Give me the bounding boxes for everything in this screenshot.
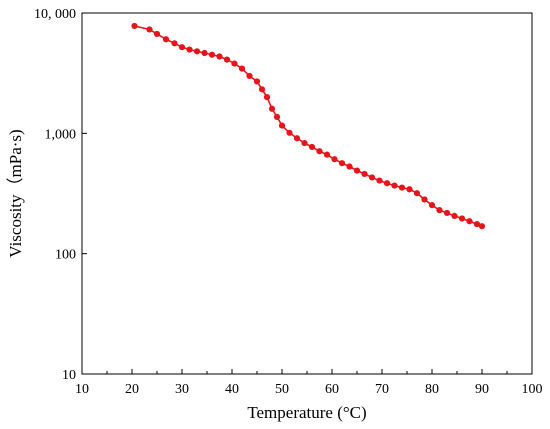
data-point [458, 215, 466, 222]
plot-frame [81, 12, 533, 375]
data-point [368, 174, 376, 181]
x-tick-label: 20 [125, 382, 139, 397]
data-point [223, 56, 231, 63]
data-point [186, 46, 193, 53]
data-point [308, 143, 316, 151]
data-point [323, 151, 331, 158]
data-point [231, 60, 238, 67]
data-point [278, 122, 286, 129]
data-point [428, 202, 436, 209]
y-tick-label: 10 [62, 368, 76, 383]
x-tick-label: 90 [475, 382, 489, 397]
data-point [391, 182, 398, 189]
y-tick-label: 100 [55, 248, 76, 263]
x-tick-label: 40 [225, 382, 239, 397]
y-axis-title: Viscosity（mPa·s) [6, 129, 25, 257]
data-point [146, 26, 153, 33]
x-axis-title: Temperature (°C) [247, 403, 366, 422]
x-tick-label: 30 [175, 382, 189, 397]
data-point [193, 48, 201, 55]
x-tick-label: 100 [522, 382, 543, 397]
data-point [201, 49, 208, 57]
data-point [353, 167, 361, 174]
data-point [338, 160, 346, 167]
data-point [238, 65, 246, 72]
x-tick-label: 10 [75, 382, 89, 397]
data-point [286, 129, 293, 136]
x-tick-label: 80 [425, 382, 439, 397]
x-axis: 10 20 30 40 50 60 70 80 90 100 [75, 369, 543, 397]
x-tick-label: 50 [275, 382, 289, 397]
data-points [131, 22, 486, 230]
data-point [293, 135, 301, 142]
data-point [421, 196, 428, 203]
data-point [331, 156, 338, 163]
data-point [443, 209, 451, 217]
data-point [131, 22, 138, 30]
data-point [301, 139, 308, 147]
data-point [178, 44, 186, 51]
data-point [406, 186, 413, 193]
data-point [253, 78, 261, 85]
y-tick-label: 1,000 [45, 127, 77, 142]
data-point [413, 190, 421, 197]
data-point [466, 218, 473, 225]
data-point [436, 207, 443, 214]
data-point [268, 105, 276, 112]
y-axis: 10 100 1,000 10, 000 [34, 7, 87, 383]
data-point [208, 51, 216, 58]
data-point [478, 223, 486, 230]
data-point [171, 40, 178, 47]
data-point [473, 221, 481, 228]
data-point [346, 163, 353, 170]
x-tick-label: 70 [375, 382, 389, 397]
data-point [398, 184, 406, 191]
data-point [383, 180, 391, 187]
data-point [451, 212, 458, 219]
data-point [246, 72, 253, 80]
data-point [273, 113, 281, 120]
y-tick-label: 10, 000 [34, 7, 76, 22]
data-point [258, 86, 266, 93]
data-point [263, 94, 271, 101]
data-point [376, 177, 383, 184]
data-point [216, 53, 223, 60]
data-point [153, 30, 161, 38]
data-point [162, 36, 170, 43]
data-point [316, 148, 323, 155]
series-line [134, 25, 483, 227]
x-tick-label: 60 [325, 382, 339, 397]
data-point [361, 170, 368, 178]
